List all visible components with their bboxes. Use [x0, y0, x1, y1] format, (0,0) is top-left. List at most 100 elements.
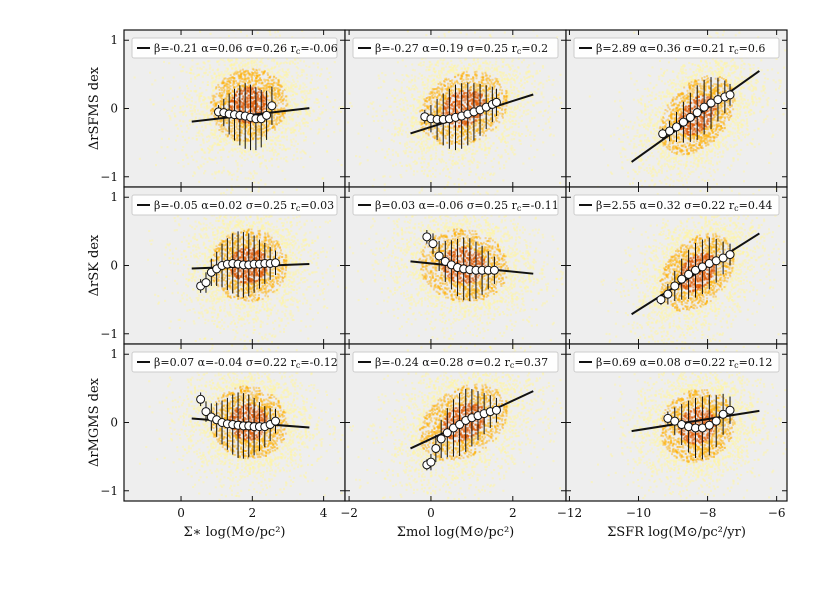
- density-point: [413, 150, 416, 153]
- density-point: [208, 114, 211, 117]
- density-point: [451, 160, 454, 163]
- density-point: [187, 136, 190, 139]
- density-point: [402, 150, 405, 153]
- density-point: [441, 99, 444, 102]
- density-point: [231, 90, 234, 93]
- density-point: [480, 127, 483, 130]
- density-point: [270, 86, 273, 89]
- density-point: [274, 94, 277, 97]
- density-point: [464, 182, 467, 185]
- density-point: [263, 72, 265, 75]
- density-point: [218, 116, 221, 119]
- density-point: [216, 161, 218, 164]
- density-point: [396, 153, 399, 156]
- density-point: [218, 86, 221, 89]
- density-point: [459, 173, 462, 175]
- density-point: [493, 172, 496, 175]
- density-point: [439, 106, 442, 109]
- density-point: [475, 128, 478, 131]
- density-point: [264, 130, 267, 132]
- density-point: [477, 128, 480, 131]
- density-point: [240, 75, 243, 78]
- density-point: [495, 79, 498, 82]
- density-point: [426, 82, 429, 85]
- density-point: [271, 57, 274, 60]
- density-point: [431, 146, 434, 149]
- density-point: [221, 132, 224, 135]
- density-point: [218, 92, 221, 95]
- density-point: [185, 153, 188, 156]
- density-point: [221, 171, 224, 174]
- density-point: [230, 72, 233, 75]
- density-point: [438, 101, 441, 104]
- density-point: [485, 73, 488, 76]
- density-point: [469, 85, 472, 88]
- density-point: [427, 112, 430, 115]
- density-point: [244, 129, 247, 132]
- density-point: [280, 108, 283, 111]
- density-point: [266, 129, 269, 132]
- density-point: [453, 152, 456, 155]
- density-point: [204, 151, 207, 154]
- density-point: [258, 129, 261, 132]
- density-point: [449, 177, 452, 180]
- density-point: [207, 151, 210, 154]
- density-point: [275, 123, 278, 126]
- density-point: [312, 110, 315, 113]
- density-point: [423, 76, 426, 79]
- density-point: [186, 100, 189, 103]
- density-point: [384, 74, 387, 77]
- density-point: [436, 163, 438, 165]
- density-point: [456, 162, 459, 165]
- density-point: [439, 139, 442, 142]
- density-point: [491, 165, 494, 168]
- density-point: [230, 97, 233, 99]
- density-point: [465, 133, 468, 135]
- density-point: [237, 103, 240, 106]
- density-point: [486, 81, 489, 84]
- density-point: [296, 76, 299, 79]
- density-point: [248, 153, 251, 156]
- density-point: [246, 157, 249, 160]
- density-point: [337, 123, 340, 126]
- density-point: [461, 179, 464, 181]
- density-point: [404, 110, 407, 113]
- density-point: [422, 81, 424, 83]
- density-point: [299, 59, 302, 62]
- density-point: [216, 74, 218, 77]
- density-point: [505, 89, 508, 92]
- density-point: [244, 177, 247, 180]
- density-point: [205, 102, 208, 105]
- density-point: [533, 156, 536, 159]
- density-point: [231, 143, 234, 146]
- density-point: [208, 64, 211, 67]
- density-point: [238, 75, 241, 78]
- density-point: [417, 150, 420, 153]
- density-point: [163, 60, 165, 63]
- density-point: [551, 83, 554, 86]
- density-point: [229, 92, 231, 95]
- density-point: [328, 71, 331, 74]
- density-point: [421, 158, 424, 161]
- density-point: [234, 91, 237, 94]
- density-point: [231, 67, 234, 70]
- density-point: [237, 88, 240, 91]
- density-point: [264, 100, 267, 103]
- density-point: [213, 99, 216, 102]
- density-point: [308, 92, 310, 95]
- density-point: [423, 122, 425, 125]
- density-point: [303, 124, 306, 127]
- density-point: [211, 94, 214, 97]
- density-point: [275, 119, 278, 122]
- density-point: [308, 115, 311, 117]
- density-point: [166, 146, 169, 149]
- density-point: [470, 78, 473, 81]
- density-point: [211, 83, 213, 86]
- density-point: [247, 138, 249, 141]
- density-point: [169, 87, 172, 90]
- density-point: [219, 144, 222, 147]
- density-point: [420, 142, 422, 145]
- density-point: [428, 106, 431, 108]
- density-point: [484, 91, 487, 94]
- density-point: [220, 101, 223, 104]
